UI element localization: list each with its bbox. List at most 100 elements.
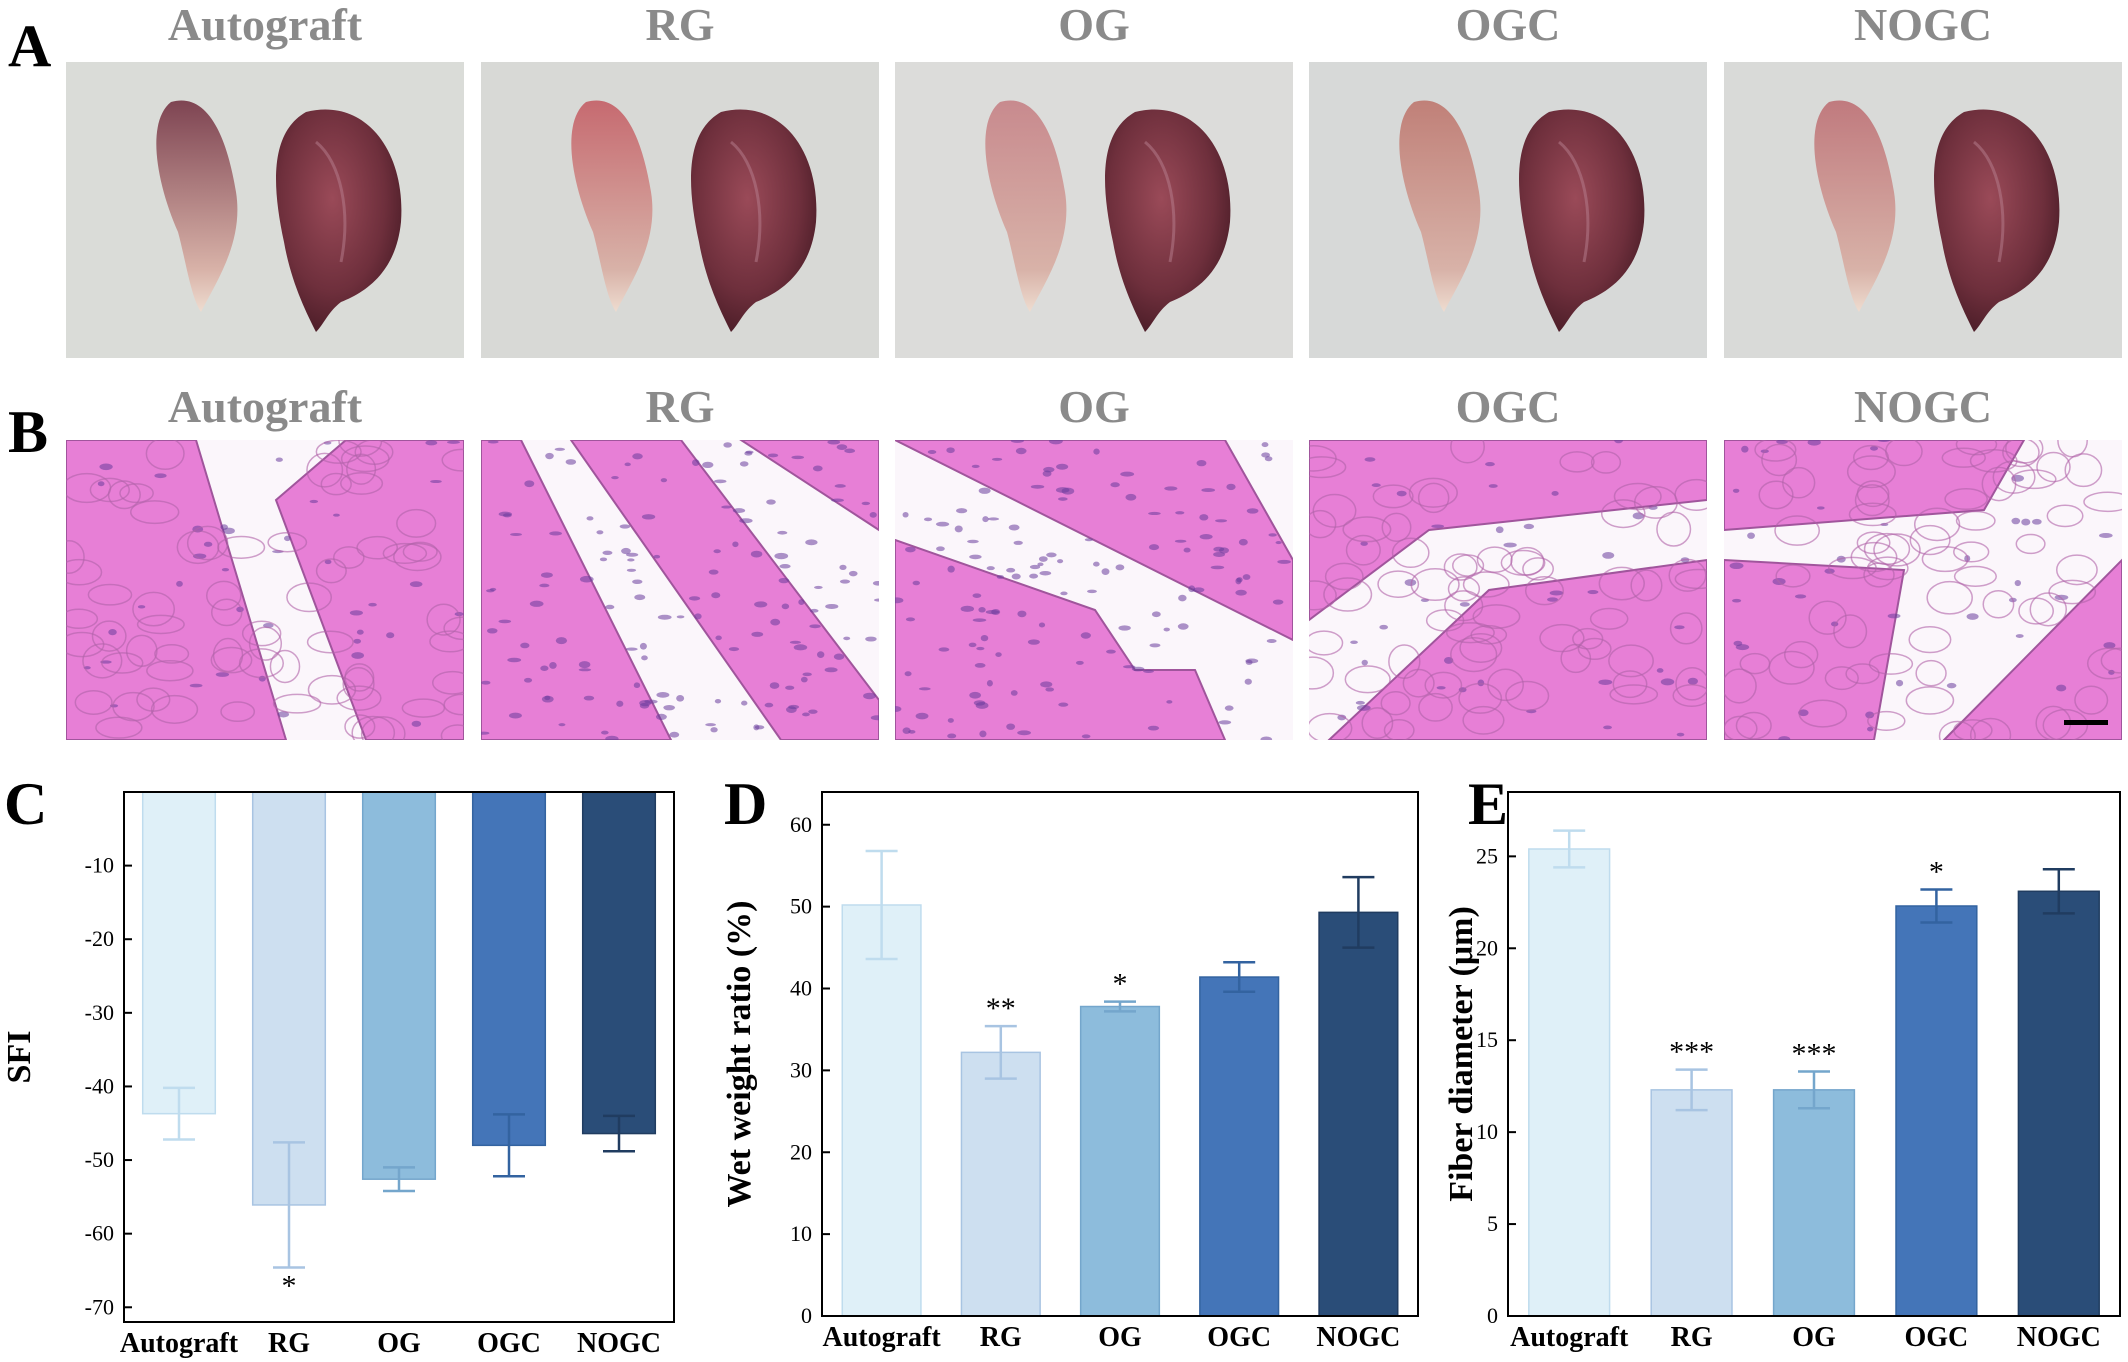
plot-frame-d <box>821 791 1419 1317</box>
bar-d-ogc <box>1199 976 1280 1317</box>
muscle-photo-rg <box>481 62 879 358</box>
muscle-photo-og <box>895 62 1293 358</box>
x-tick-label-e-rg: RG <box>1671 1322 1713 1353</box>
bar-d-og <box>1079 1005 1161 1317</box>
bar-d-nogc <box>1318 911 1399 1317</box>
y-tick-label-c: -40 <box>85 1073 114 1098</box>
panel-letter-e: E <box>1468 771 1509 837</box>
bar-e-rg <box>1650 1089 1733 1317</box>
panel-letter-b: B <box>8 399 49 465</box>
y-tick-label-e: 10 <box>1476 1119 1498 1144</box>
bar-e-nogc <box>2017 890 2100 1317</box>
he-stain-og <box>895 440 1293 740</box>
bar-c-nogc <box>581 791 657 1135</box>
plot-frame-e <box>1507 791 2121 1317</box>
bar-e-ogc <box>1895 905 1978 1317</box>
bar-c-ogc <box>471 791 547 1147</box>
error-bar-d-autograft <box>865 849 898 961</box>
error-bar-c-autograft <box>163 1086 195 1141</box>
y-axis-label-e: Fiber diameter (μm) <box>1443 906 1480 1202</box>
error-bar-c-og <box>383 1166 415 1193</box>
y-tick-label-e: 20 <box>1476 935 1498 960</box>
x-tick-label-c-ogc: OGC <box>477 1328 541 1359</box>
x-tick-label-d-nogc: NOGC <box>1316 1322 1400 1353</box>
x-tick-label-c-nogc: NOGC <box>577 1328 661 1359</box>
error-bar-c-rg <box>273 1141 305 1269</box>
error-bar-d-rg <box>984 1024 1017 1080</box>
y-tick-label-e: 5 <box>1487 1211 1498 1236</box>
y-tick-label-c: -20 <box>85 926 114 951</box>
y-tick-label-d: 20 <box>790 1139 812 1164</box>
error-bar-d-og <box>1104 1000 1136 1013</box>
y-tick-label-d: 50 <box>790 894 812 919</box>
error-bar-d-nogc <box>1342 875 1375 949</box>
x-tick-label-d-rg: RG <box>980 1322 1022 1353</box>
y-tick-label-e: 0 <box>1487 1303 1498 1328</box>
error-bar-e-ogc <box>1920 888 1953 924</box>
group-label-a-ogc: OGC <box>1455 0 1561 50</box>
group-label-a-rg: RG <box>645 0 715 50</box>
x-tick-label-e-nogc: NOGC <box>2017 1322 2101 1353</box>
x-tick-label-d-autograft: Autograft <box>822 1322 941 1353</box>
error-bar-d-ogc <box>1223 961 1256 994</box>
significance-d-og: * <box>1113 968 1128 1001</box>
he-stain-rg <box>481 440 879 740</box>
y-tick-label-c: -50 <box>85 1147 114 1172</box>
muscle-photo-ogc <box>1309 62 1707 358</box>
x-tick-label-e-og: OG <box>1792 1322 1836 1353</box>
error-bar-e-og <box>1798 1070 1830 1110</box>
group-label-b-autograft: Autograft <box>167 381 363 432</box>
bar-c-og <box>361 791 437 1180</box>
group-label-b-rg: RG <box>645 381 715 432</box>
muscle-photo-autograft <box>66 62 464 358</box>
significance-e-ogc: * <box>1929 855 1944 888</box>
bar-c-rg <box>251 791 327 1206</box>
group-label-a-autograft: Autograft <box>167 0 363 50</box>
group-label-a-og: OG <box>1058 0 1130 50</box>
y-tick-label-c: -70 <box>85 1294 114 1319</box>
x-tick-label-d-og: OG <box>1098 1322 1142 1353</box>
error-bar-e-rg <box>1675 1068 1708 1112</box>
y-tick-label-d: 30 <box>790 1057 812 1082</box>
group-label-b-nogc: NOGC <box>1854 381 1992 432</box>
bar-d-rg <box>960 1051 1041 1317</box>
x-tick-label-c-og: OG <box>377 1328 421 1359</box>
y-tick-label-e: 15 <box>1476 1027 1498 1052</box>
panel-letter-a: A <box>8 13 52 79</box>
group-label-a-nogc: NOGC <box>1854 0 1992 50</box>
he-stain-nogc <box>1724 440 2122 740</box>
x-tick-label-c-autograft: Autograft <box>120 1328 239 1359</box>
y-tick-label-d: 10 <box>790 1221 812 1246</box>
x-tick-label-e-autograft: Autograft <box>1510 1322 1629 1353</box>
significance-c-rg: * <box>282 1270 297 1303</box>
error-bar-e-autograft <box>1553 829 1586 869</box>
muscle-photo-nogc <box>1724 62 2122 358</box>
he-stain-autograft <box>66 440 464 740</box>
panel-letter-c: C <box>4 771 48 837</box>
y-tick-label-d: 40 <box>790 976 812 1001</box>
error-bar-c-ogc <box>493 1113 525 1178</box>
y-tick-label-e: 25 <box>1476 843 1498 868</box>
y-axis-label-d: Wet weight ratio (%) <box>721 901 758 1208</box>
panel-letter-d: D <box>724 771 768 837</box>
significance-d-rg: ** <box>986 992 1016 1025</box>
bar-c-autograft <box>141 791 217 1115</box>
significance-e-rg: *** <box>1669 1036 1714 1069</box>
y-tick-label-c: -10 <box>85 853 114 878</box>
group-label-b-og: OG <box>1058 381 1130 432</box>
x-tick-label-d-ogc: OGC <box>1207 1322 1271 1353</box>
y-tick-label-d: 60 <box>790 812 812 837</box>
y-tick-label-c: -30 <box>85 1000 114 1025</box>
bar-d-autograft <box>841 904 922 1317</box>
error-bar-e-nogc <box>2042 867 2075 915</box>
plot-frame-c <box>123 791 675 1323</box>
error-bar-c-nogc <box>603 1114 635 1153</box>
bar-e-autograft <box>1528 848 1611 1317</box>
group-label-b-ogc: OGC <box>1455 381 1561 432</box>
x-tick-label-c-rg: RG <box>268 1328 310 1359</box>
bar-e-og <box>1772 1089 1856 1317</box>
significance-e-og: *** <box>1792 1037 1837 1070</box>
y-tick-label-c: -60 <box>85 1221 114 1246</box>
y-axis-label-c: SFI <box>1 1031 38 1084</box>
